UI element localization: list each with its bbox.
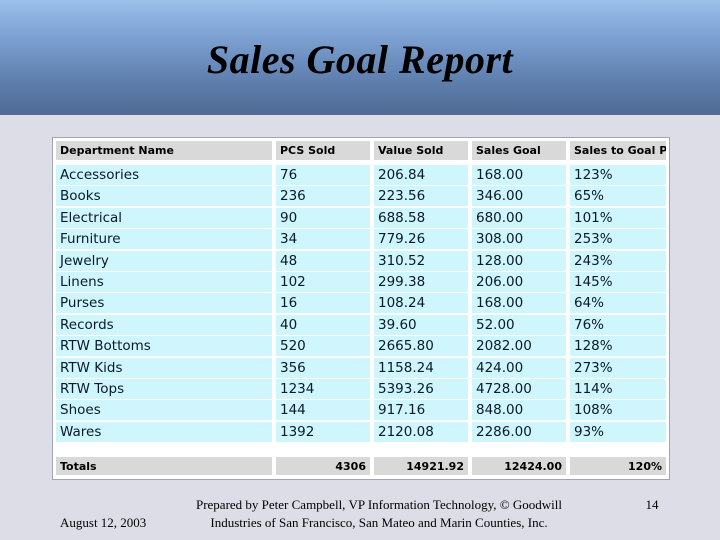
table-cell: 114%: [570, 379, 666, 399]
table-cell: 520: [276, 336, 370, 357]
table-cell: 4728.00: [472, 379, 566, 399]
table-cell: 144: [276, 400, 370, 421]
table-cell: 101%: [570, 207, 666, 228]
table-cell: 128.00: [472, 250, 566, 271]
table-cell: Books: [56, 186, 272, 207]
table-cell: Wares: [56, 421, 272, 442]
table-cell: Totals: [56, 457, 272, 475]
table-cell: 680.00: [472, 207, 566, 228]
table-cell: Sales to Goal Pct: [570, 141, 666, 160]
table-cell: 5393.26: [374, 379, 468, 399]
table-cell: 2286.00: [472, 421, 566, 442]
table-cell: Sales Goal: [472, 141, 566, 160]
table-cell: 145%: [570, 272, 666, 292]
table-cell: 168.00: [472, 165, 566, 185]
table-cell: 308.00: [472, 229, 566, 250]
table-cell: 2665.80: [374, 336, 468, 357]
table-cell: 168.00: [472, 293, 566, 314]
table-cell: Shoes: [56, 400, 272, 421]
table-cell: 223.56: [374, 186, 468, 207]
table-cell: 356: [276, 357, 370, 378]
table-cell: 128%: [570, 336, 666, 357]
table-cell: 848.00: [472, 400, 566, 421]
table-cell: 64%: [570, 293, 666, 314]
table-cell: Department Name: [56, 141, 272, 160]
table-row: Accessories 76 206.84 168.00 123%: [56, 165, 666, 185]
table-row: Electrical 90 688.58 680.00 101%: [56, 207, 666, 228]
table-cell: 1158.24: [374, 357, 468, 378]
table-cell: 34: [276, 229, 370, 250]
table-cell: 299.38: [374, 272, 468, 292]
table-cell: 236: [276, 186, 370, 207]
footer-note: Prepared by Peter Campbell, VP Informati…: [172, 496, 586, 532]
table-cell: 4306: [276, 457, 370, 475]
table-cell: 52.00: [472, 314, 566, 335]
table-row: Linens 102 299.38 206.00 145%: [56, 272, 666, 292]
table-cell: 39.60: [374, 314, 468, 335]
table-cell: 16: [276, 293, 370, 314]
table-cell: 273%: [570, 357, 666, 378]
table-cell: 102: [276, 272, 370, 292]
footer-note-line-1: Prepared by Peter Campbell, VP Informati…: [195, 497, 563, 512]
table-row: Furniture 34 779.26 308.00 253%: [56, 229, 666, 250]
table-cell: 1392: [276, 421, 370, 442]
table-cell: 2120.08: [374, 421, 468, 442]
table-row: RTW Tops 1234 5393.26 4728.00 114%: [56, 379, 666, 399]
table-cell: 14921.92: [374, 457, 468, 475]
table-cell: 12424.00: [472, 457, 566, 475]
table-cell: 688.58: [374, 207, 468, 228]
table-cell: 120%: [570, 457, 666, 475]
table-cell: 310.52: [374, 250, 468, 271]
table-cell: RTW Bottoms: [56, 336, 272, 357]
table-row: Shoes 144 917.16 848.00 108%: [56, 400, 666, 421]
table-cell: 253%: [570, 229, 666, 250]
table-row: Jewelry 48 310.52 128.00 243%: [56, 250, 666, 271]
table-cell: 2082.00: [472, 336, 566, 357]
table-cell: Furniture: [56, 229, 272, 250]
footer-date: August 12, 2003: [60, 515, 147, 530]
title-band: [0, 0, 720, 115]
table-cell: PCS Sold: [276, 141, 370, 160]
table-totals-row: Totals 4306 14921.92 12424.00 120%: [56, 457, 666, 475]
table-header-row: Department Name PCS Sold Value Sold Sales G…: [56, 141, 666, 160]
table-cell: Accessories: [56, 165, 272, 185]
sales-goal-table: Department Name PCS Sold Value Sold Sales G…: [52, 137, 670, 480]
table-cell: 48: [276, 250, 370, 271]
table-cell: 243%: [570, 250, 666, 271]
table-row: Wares 1392 2120.08 2286.00 93%: [56, 421, 666, 442]
table-cell: Jewelry: [56, 250, 272, 271]
table-cell: 65%: [570, 186, 666, 207]
table-cell: RTW Kids: [56, 357, 272, 378]
table-cell: 123%: [570, 165, 666, 185]
table-cell: 779.26: [374, 229, 468, 250]
table-cell: Records: [56, 314, 272, 335]
table-cell: 1234: [276, 379, 370, 399]
table-cell: RTW Tops: [56, 379, 272, 399]
table-row: Records 40 39.60 52.00 76%: [56, 314, 666, 335]
table-cell: 108.24: [374, 293, 468, 314]
table-cell: 40: [276, 314, 370, 335]
table-row: Purses 16 108.24 168.00 64%: [56, 293, 666, 314]
page-number: 14: [645, 497, 659, 512]
table-cell: 76: [276, 165, 370, 185]
table-row: Books 236 223.56 346.00 65%: [56, 186, 666, 207]
table-cell: Linens: [56, 272, 272, 292]
table-row: RTW Bottoms 520 2665.80 2082.00 128%: [56, 336, 666, 357]
footer-note-line-2: Industries of San Francisco, San Mateo a…: [210, 515, 548, 530]
table-cell: 917.16: [374, 400, 468, 421]
table-cell: Value Sold: [374, 141, 468, 160]
table-cell: 93%: [570, 421, 666, 442]
table-row: RTW Kids 356 1158.24 424.00 273%: [56, 357, 666, 378]
table-cell: Electrical: [56, 207, 272, 228]
table-cell: 90: [276, 207, 370, 228]
slide-title: Sales Goal Report: [206, 37, 514, 82]
table-cell: 206.00: [472, 272, 566, 292]
table-cell: 424.00: [472, 357, 566, 378]
table-cell: 108%: [570, 400, 666, 421]
table-cell: 76%: [570, 314, 666, 335]
table-cell: 346.00: [472, 186, 566, 207]
table-cell: 206.84: [374, 165, 468, 185]
table-cell: Purses: [56, 293, 272, 314]
